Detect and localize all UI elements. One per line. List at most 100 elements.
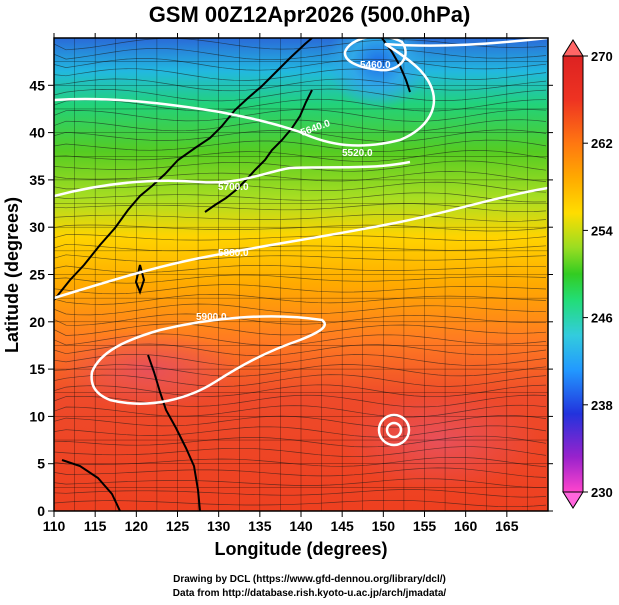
streamline [54, 478, 546, 488]
streamline [54, 181, 547, 193]
streamline [54, 404, 547, 418]
streamline [54, 214, 547, 222]
colorbar-top-arrow [562, 39, 584, 57]
x-tick-label: 115 [84, 518, 107, 534]
y-axis-label: Latitude (degrees) [2, 197, 22, 353]
colorbar-ticks: 270 262 254 246 238 230 [583, 49, 613, 500]
streamline [54, 456, 547, 468]
y-tick-label: 0 [37, 503, 45, 519]
credit-drawing: Drawing by DCL (https://www.gfd-dennou.o… [173, 574, 446, 585]
x-tick-label: 110 [43, 518, 66, 534]
y-tick-label: 25 [29, 267, 45, 283]
contour-label-5880: 5880.0 [218, 248, 249, 259]
streamline [54, 293, 547, 305]
warm-region-shading [60, 330, 240, 410]
streamline [54, 68, 547, 81]
streamline [54, 150, 547, 162]
streamline [54, 323, 547, 336]
y-tick-label: 5 [37, 456, 45, 472]
contour-5880 [54, 186, 548, 300]
y-tick-label: 15 [29, 361, 45, 377]
streamline [54, 343, 547, 357]
streamline [54, 254, 547, 262]
colorbar-tick-label: 246 [591, 311, 613, 326]
colorbar-tick-label: 230 [591, 485, 613, 500]
tropical-low-ring-inner [385, 421, 403, 439]
streamline [54, 88, 547, 102]
y-tick-label: 35 [29, 172, 45, 188]
x-axis-ticks: 110 115 120 125 130 135 140 145 150 155 160 165 [43, 33, 519, 534]
streamline [54, 415, 547, 428]
coastline-taiwan [134, 264, 146, 295]
x-tick-label: 130 [207, 518, 231, 534]
colorbar-tick-label: 254 [591, 223, 613, 238]
x-tick-label: 160 [454, 518, 478, 534]
wind-streamlines [54, 38, 547, 508]
streamline [54, 384, 547, 398]
streamline [54, 467, 547, 478]
streamline [54, 243, 547, 252]
streamline [54, 374, 547, 387]
contour-5640 [54, 38, 548, 147]
x-tick-label: 120 [125, 518, 149, 534]
colorbar: 270 262 254 246 238 230 [562, 39, 613, 509]
coastline-philippines [147, 354, 201, 511]
streamline [54, 303, 547, 316]
streamline [54, 446, 547, 458]
streamline [54, 353, 547, 367]
y-tick-label: 45 [29, 77, 45, 93]
y-tick-label: 20 [29, 314, 45, 330]
x-tick-label: 145 [330, 518, 354, 534]
x-tick-label: 150 [372, 518, 396, 534]
streamline [54, 499, 547, 508]
streamline [54, 139, 547, 152]
colorbar-tick-label: 270 [591, 49, 613, 64]
contour-5460 [343, 38, 407, 72]
x-tick-label: 125 [166, 518, 190, 534]
map-plot-area: 5900.0 5880.0 5700.0 5640.0 5460.0 5520.… [54, 38, 548, 511]
colorbar-tick-label: 238 [591, 398, 613, 413]
tropical-low-ring-outer [377, 413, 411, 447]
colorbar-tick-label: 262 [591, 136, 613, 151]
y-tick-label: 10 [29, 408, 45, 424]
streamline [54, 489, 547, 498]
streamline [54, 48, 547, 61]
streamline [54, 78, 547, 92]
streamline [54, 109, 547, 122]
streamline [54, 435, 547, 448]
contour-5700 [54, 160, 411, 198]
x-tick-label: 140 [289, 518, 313, 534]
streamline [54, 394, 547, 408]
streamline [54, 234, 547, 241]
y-axis-ticks: 0 5 10 15 20 25 30 35 40 45 [29, 77, 553, 519]
y-tick-label: 40 [29, 125, 45, 141]
streamline [54, 284, 547, 295]
contour-label-5460: 5460.0 [360, 60, 391, 71]
colorbar-gradient [562, 55, 584, 493]
x-tick-label: 155 [413, 518, 437, 534]
coastline-borneo [61, 459, 121, 511]
streamline [54, 98, 547, 112]
coastlines [54, 38, 411, 511]
x-axis-label: Longitude (degrees) [214, 539, 387, 559]
contour-label-5700: 5700.0 [218, 182, 249, 193]
streamline [54, 333, 547, 346]
coastline-asia [54, 38, 313, 301]
streamline [54, 171, 547, 182]
y-tick-label: 30 [29, 219, 45, 235]
x-tick-label: 135 [248, 518, 272, 534]
streamline [54, 224, 547, 232]
coastline-japan [204, 89, 313, 213]
height-contours [54, 38, 548, 447]
contour-label-5900: 5900.0 [196, 312, 227, 323]
x-tick-label: 165 [495, 518, 519, 534]
streamline [54, 313, 547, 326]
colorbar-bottom-arrow [562, 491, 584, 509]
streamline [54, 192, 547, 203]
contour-label-5520: 5520.0 [342, 148, 373, 159]
streamline [54, 58, 547, 71]
credit-data: Data from http://database.rish.kyoto-u.a… [172, 588, 447, 599]
streamline [54, 119, 547, 132]
streamline [54, 425, 547, 438]
